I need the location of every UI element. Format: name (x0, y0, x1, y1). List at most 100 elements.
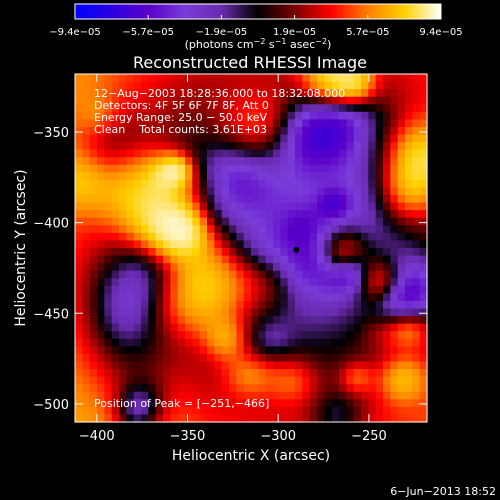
heatmap-cell (141, 399, 149, 408)
heatmap-cell (207, 126, 215, 136)
heatmap-cell (361, 255, 369, 264)
heatmap-cell (119, 346, 127, 355)
heatmap-cell (119, 134, 127, 143)
info-detectors: Detectors: 4F 5F 6F 7F 8F, Att 0 (94, 99, 269, 112)
heatmap-cell (331, 126, 340, 136)
heatmap-cell (339, 232, 347, 242)
heatmap-cell (119, 376, 127, 385)
heatmap-cell (309, 172, 318, 181)
heatmap-cell (89, 126, 98, 136)
heatmap-cell (405, 270, 413, 279)
heatmap-cell (265, 391, 274, 400)
heatmap-cell (346, 217, 355, 226)
heatmap-cell (251, 353, 259, 363)
heatmap-cell (412, 96, 421, 105)
heatmap-cell (199, 308, 208, 317)
heatmap-cell (251, 217, 259, 226)
heatmap-cell (412, 202, 421, 211)
heatmap-cell (163, 391, 171, 400)
heatmap-cell (302, 293, 311, 302)
heatmap-cell (309, 179, 318, 189)
heatmap-cell (177, 217, 186, 226)
heatmap-cell (133, 293, 142, 302)
heatmap-cell (317, 149, 325, 158)
heatmap-cell (368, 74, 377, 83)
heatmap-cell (177, 225, 186, 234)
heatmap-cell (302, 376, 311, 385)
heatmap-cell (390, 361, 399, 370)
heatmap-cell (163, 300, 171, 310)
heatmap-cell (229, 391, 237, 400)
heatmap-cell (75, 217, 83, 226)
heatmap-cell (170, 172, 179, 181)
heatmap-cell (353, 179, 362, 189)
heatmap-cell (148, 240, 157, 249)
heatmap-cell (148, 104, 157, 113)
heatmap-cell (75, 232, 83, 242)
heatmap-cell (111, 89, 120, 98)
heatmap-cell (251, 376, 259, 385)
heatmap-cell (236, 89, 245, 98)
heatmap-cell (214, 217, 223, 226)
heatmap-cell (104, 96, 113, 105)
heatmap-cell (273, 89, 281, 98)
heatmap-cell (309, 308, 318, 317)
heatmap-cell (229, 126, 237, 136)
heatmap-cell (133, 384, 142, 393)
heatmap-cell (111, 81, 120, 90)
heatmap-cell (390, 164, 399, 173)
x-tick-label: −350 (170, 429, 206, 444)
heatmap-cell (419, 126, 428, 136)
heatmap-cell (265, 308, 274, 317)
heatmap-cell (280, 240, 289, 249)
heatmap-cell (185, 369, 193, 378)
heatmap-cell (141, 210, 149, 219)
heatmap-cell (251, 346, 259, 355)
heatmap-cell (317, 323, 325, 332)
heatmap-cell (317, 89, 325, 98)
heatmap-cell (214, 300, 223, 310)
heatmap-cell (280, 293, 289, 302)
heatmap-cell (280, 81, 289, 90)
heatmap-cell (126, 353, 135, 363)
heatmap-cell (339, 346, 347, 355)
heatmap-cell (339, 96, 347, 105)
heatmap-cell (412, 119, 421, 128)
heatmap-cell (273, 149, 281, 158)
heatmap-cell (375, 406, 384, 416)
heatmap-cell (104, 74, 113, 83)
heatmap-cell (295, 369, 303, 378)
heatmap-cell (221, 270, 230, 279)
heatmap-cell (361, 187, 369, 196)
heatmap-cell (390, 232, 399, 242)
heatmap-cell (368, 248, 377, 257)
heatmap-cell (126, 346, 135, 355)
heatmap-cell (97, 119, 105, 128)
heatmap-cell (177, 399, 186, 408)
heatmap-cell (368, 346, 377, 355)
heatmap-cell (302, 399, 311, 408)
heatmap-cell (361, 293, 369, 302)
heatmap-cell (199, 111, 208, 120)
heatmap-cell (331, 293, 340, 302)
heatmap-cell (324, 149, 333, 158)
heatmap-cell (412, 210, 421, 219)
heatmap-cell (126, 414, 135, 423)
heatmap-cell (75, 225, 83, 234)
heatmap-cell (141, 376, 149, 385)
heatmap-cell (155, 89, 164, 98)
heatmap-cell (97, 353, 105, 363)
heatmap-cell (133, 323, 142, 332)
heatmap-cell (236, 300, 245, 310)
heatmap-cell (155, 225, 164, 234)
heatmap-cell (199, 104, 208, 113)
heatmap-cell (214, 89, 223, 98)
heatmap-cell (89, 278, 98, 287)
heatmap-cell (111, 361, 120, 370)
heatmap-cell (258, 270, 267, 279)
heatmap-cell (119, 179, 127, 189)
heatmap-cell (375, 225, 384, 234)
heatmap-cell (155, 300, 164, 310)
heatmap-cell (111, 74, 120, 83)
heatmap-cell (258, 391, 267, 400)
